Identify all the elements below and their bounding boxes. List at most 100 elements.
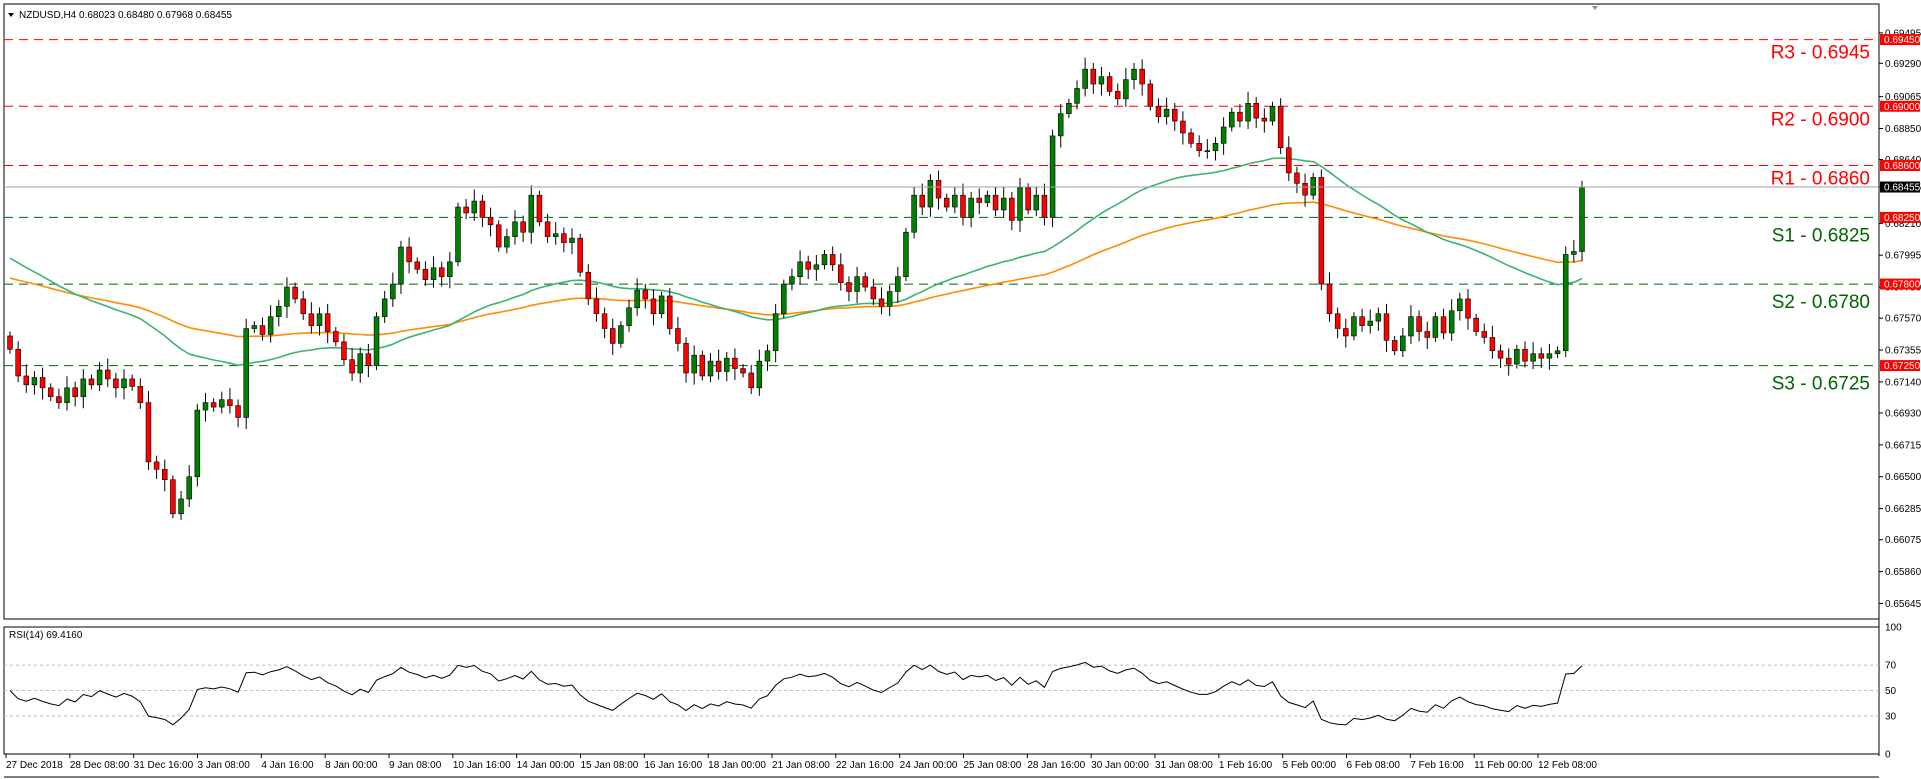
candle-body — [487, 217, 494, 226]
candle — [438, 261, 445, 287]
candle-body — [1514, 348, 1520, 365]
candle-body — [789, 276, 795, 285]
candle-body — [952, 194, 958, 208]
time-tick-label: 21 Jan 08:00 — [772, 760, 830, 771]
time-tick-label: 10 Jan 16:00 — [453, 760, 511, 771]
candle — [650, 289, 657, 326]
candle — [251, 321, 258, 333]
dropdown-triangle-icon[interactable] — [8, 13, 14, 17]
candle — [992, 187, 999, 217]
candle — [935, 170, 942, 210]
candle-body — [577, 237, 583, 273]
candle — [577, 233, 583, 277]
time-tick-label: 16 Jan 16:00 — [644, 760, 702, 771]
candle-body — [316, 313, 323, 326]
candle-body — [1131, 68, 1137, 80]
candle — [1457, 292, 1463, 321]
candle — [756, 349, 763, 396]
candle — [707, 353, 714, 383]
candle — [658, 291, 665, 319]
level-label-r2: R2 - 0.6900 — [1771, 109, 1870, 130]
candle — [821, 250, 828, 270]
candle — [1188, 128, 1194, 148]
chart-shift-marker-icon[interactable] — [1592, 6, 1598, 10]
candle-body — [390, 283, 396, 300]
candle — [373, 312, 380, 371]
price-tick-label: 0.65860 — [1885, 567, 1921, 578]
candle — [903, 227, 909, 282]
candle — [1334, 307, 1341, 339]
candle — [895, 266, 901, 304]
candle — [789, 268, 795, 291]
candle — [219, 391, 225, 414]
rsi-tick-label: 100 — [1885, 623, 1902, 634]
candle — [862, 272, 868, 292]
symbol-title: NZDUSD,H4 0.68023 0.68480 0.67968 0.6845… — [19, 10, 232, 21]
price-tick-label: 0.66500 — [1885, 472, 1921, 483]
candle-body — [1391, 340, 1398, 352]
candle-body — [414, 261, 420, 270]
candle-body — [650, 298, 657, 315]
rsi-tick-label: 30 — [1885, 711, 1897, 722]
candle — [886, 285, 893, 317]
candle — [943, 193, 950, 212]
candle-body — [447, 261, 453, 277]
candle-body — [846, 282, 852, 292]
candle — [960, 183, 966, 226]
candle-body — [1489, 337, 1496, 352]
candle — [1123, 68, 1129, 107]
candle-body — [1546, 353, 1553, 359]
candle — [145, 391, 152, 470]
price-tick-label: 0.69290 — [1885, 59, 1921, 70]
candle-body — [333, 331, 339, 343]
last-price-tag-text: 0.68455 — [1884, 183, 1921, 194]
level-tag-s2 — [1880, 278, 1920, 290]
candle-body — [1286, 147, 1292, 174]
candle-body — [1383, 313, 1390, 341]
candle — [1522, 341, 1528, 368]
time-tick-label: 27 Dec 2018 — [6, 760, 63, 771]
candle-body — [381, 298, 388, 317]
candle — [422, 261, 429, 286]
candle — [1196, 135, 1202, 157]
candle — [952, 187, 958, 214]
time-tick-label: 8 Jan 00:00 — [325, 760, 378, 771]
level-tag-s1 — [1880, 211, 1920, 223]
candle-body — [1302, 183, 1308, 196]
candle — [56, 388, 62, 409]
candle — [569, 228, 575, 255]
candle — [1204, 139, 1211, 159]
candle — [772, 303, 779, 363]
candle — [805, 255, 811, 280]
candle — [243, 318, 249, 430]
candle-body — [658, 295, 665, 315]
candle-body — [422, 268, 429, 280]
time-tick-label: 24 Jan 00:00 — [900, 760, 958, 771]
candle-body — [162, 469, 168, 480]
candle-body — [797, 261, 803, 277]
candle-body — [1571, 251, 1577, 255]
price-tick-label: 0.66930 — [1885, 409, 1921, 420]
candle — [1106, 72, 1113, 96]
candle-body — [1082, 68, 1088, 89]
candle — [398, 240, 404, 294]
candle — [1180, 111, 1186, 145]
price-tick-label: 0.66075 — [1885, 535, 1921, 546]
candle-body — [1448, 310, 1455, 334]
candle — [1408, 305, 1414, 344]
candle-body — [227, 399, 233, 406]
candle-body — [7, 335, 13, 350]
candle-body — [1310, 177, 1316, 196]
candle — [121, 369, 127, 400]
candle-body — [683, 343, 689, 374]
candle — [585, 264, 592, 306]
candle — [390, 272, 396, 307]
candle — [308, 302, 315, 334]
candle-body — [349, 359, 355, 374]
candle — [1286, 136, 1292, 181]
candle — [1359, 308, 1365, 332]
candle-body — [170, 479, 176, 515]
candle — [463, 199, 469, 220]
time-tick-label: 12 Feb 08:00 — [1538, 760, 1597, 771]
